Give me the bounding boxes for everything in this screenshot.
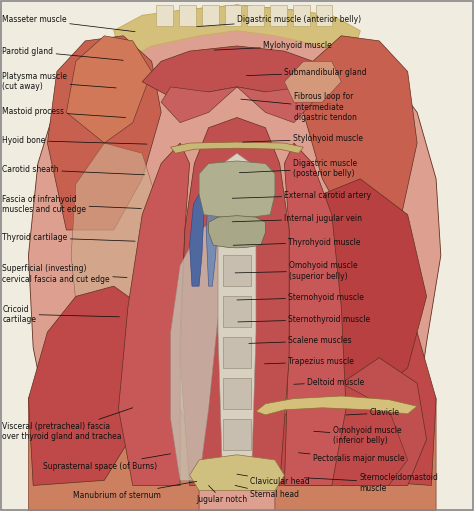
Text: Mylohyoid muscle: Mylohyoid muscle [214, 41, 332, 51]
Text: Clavicle: Clavicle [346, 408, 400, 417]
Text: Stylohyoid muscle: Stylohyoid muscle [243, 134, 363, 144]
Polygon shape [237, 87, 313, 123]
Polygon shape [303, 36, 417, 230]
Text: Manubrium of sternum: Manubrium of sternum [73, 481, 197, 500]
Text: Sternocleidomastoid
muscle: Sternocleidomastoid muscle [304, 473, 438, 493]
Polygon shape [114, 5, 360, 61]
Polygon shape [28, 347, 199, 511]
Text: Mastoid process: Mastoid process [2, 107, 126, 118]
Text: Masseter muscle: Masseter muscle [2, 15, 135, 32]
Text: Sternal head: Sternal head [235, 485, 299, 499]
Polygon shape [190, 455, 284, 491]
Polygon shape [71, 143, 161, 347]
Text: Pectoralis major muscle: Pectoralis major muscle [299, 453, 404, 463]
Text: External carotid artery: External carotid artery [232, 191, 372, 200]
Polygon shape [223, 256, 251, 286]
Polygon shape [223, 378, 251, 409]
Polygon shape [171, 220, 218, 480]
Text: Sternothyroid muscle: Sternothyroid muscle [238, 315, 370, 324]
Polygon shape [332, 358, 427, 485]
Text: Hyoid bone: Hyoid bone [2, 136, 147, 145]
Text: Platysma muscle
(cut away): Platysma muscle (cut away) [2, 72, 116, 91]
Text: Sternohyoid muscle: Sternohyoid muscle [237, 293, 364, 302]
Polygon shape [202, 5, 219, 26]
Polygon shape [66, 36, 152, 143]
Text: Omohyoid muscle
(superior belly): Omohyoid muscle (superior belly) [235, 261, 358, 281]
Polygon shape [142, 46, 332, 97]
Text: Carotid sheath: Carotid sheath [2, 165, 145, 175]
Polygon shape [316, 5, 332, 26]
Polygon shape [293, 5, 310, 26]
Polygon shape [223, 215, 251, 245]
Polygon shape [247, 5, 264, 26]
Polygon shape [275, 383, 408, 485]
Text: Digastric muscle
(posterior belly): Digastric muscle (posterior belly) [239, 159, 357, 178]
Text: Deltoid muscle: Deltoid muscle [294, 378, 365, 387]
Text: Parotid gland: Parotid gland [2, 47, 123, 60]
Text: Fascia of infrahyoid
muscles and cut edge: Fascia of infrahyoid muscles and cut edg… [2, 195, 141, 214]
Text: Clavicular head: Clavicular head [237, 474, 310, 486]
Polygon shape [284, 61, 341, 102]
Polygon shape [275, 347, 436, 511]
Text: Trapezius muscle: Trapezius muscle [264, 357, 354, 366]
Polygon shape [156, 5, 173, 26]
Text: Suprasternal space (of Burns): Suprasternal space (of Burns) [43, 454, 171, 471]
Polygon shape [223, 337, 251, 368]
Polygon shape [256, 396, 417, 415]
Polygon shape [206, 184, 218, 286]
Text: Superficial (investing)
cervical fascia and cut edge: Superficial (investing) cervical fascia … [2, 264, 127, 284]
Polygon shape [223, 419, 251, 450]
Text: Fibrous loop for
intermediate
digastric tendon: Fibrous loop for intermediate digastric … [241, 92, 357, 122]
Polygon shape [161, 87, 237, 123]
Text: Visceral (pretracheal) fascia
over thyroid gland and trachea: Visceral (pretracheal) fascia over thyro… [2, 408, 133, 442]
Text: Thyroid cartilage: Thyroid cartilage [2, 233, 135, 242]
Polygon shape [313, 286, 436, 485]
Polygon shape [190, 194, 204, 286]
Polygon shape [47, 36, 161, 230]
Text: Digastric muscle (anterior belly): Digastric muscle (anterior belly) [197, 15, 361, 27]
Polygon shape [225, 5, 241, 26]
Polygon shape [218, 153, 256, 485]
Text: Scalene muscles: Scalene muscles [249, 336, 352, 345]
Text: Omohyoid muscle
(inferior belly): Omohyoid muscle (inferior belly) [314, 426, 401, 445]
Polygon shape [284, 143, 346, 485]
Polygon shape [118, 143, 190, 485]
Polygon shape [180, 118, 289, 485]
Polygon shape [28, 5, 441, 511]
Polygon shape [199, 161, 275, 218]
Polygon shape [284, 179, 427, 399]
Polygon shape [209, 216, 265, 248]
Text: Jugular notch: Jugular notch [197, 485, 248, 504]
Polygon shape [28, 286, 152, 485]
Text: Submandibular gland: Submandibular gland [246, 68, 367, 77]
Text: Cricoid
cartilage: Cricoid cartilage [2, 305, 119, 324]
Text: Thyrohyoid muscle: Thyrohyoid muscle [233, 238, 361, 247]
Polygon shape [179, 5, 196, 26]
Polygon shape [223, 296, 251, 327]
Text: Internal jugular vein: Internal jugular vein [232, 214, 363, 223]
Polygon shape [270, 5, 287, 26]
Polygon shape [171, 142, 303, 153]
